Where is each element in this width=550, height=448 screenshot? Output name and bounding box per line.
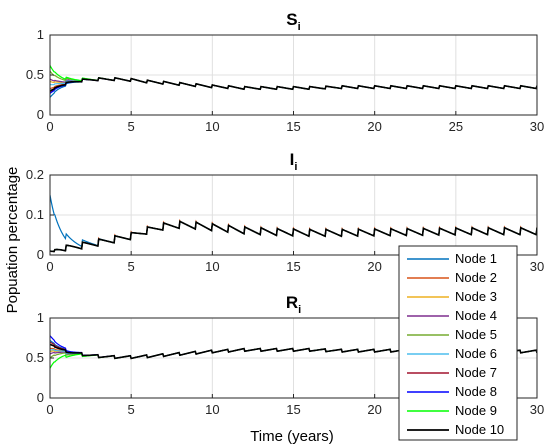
legend-label-3: Node 3 (455, 289, 497, 304)
legend-label-5: Node 5 (455, 327, 497, 342)
legend-label-1: Node 1 (455, 251, 497, 266)
x-tick-label: 0 (46, 402, 53, 417)
panel-title-main: R (286, 293, 298, 312)
y-tick-label: 1 (37, 310, 44, 325)
legend-label-6: Node 6 (455, 346, 497, 361)
panel-s: 0 5 10 15 20 25 30 0 0.5 1 Si (26, 10, 544, 134)
panel-title-subscript: i (294, 161, 297, 173)
x-tick-label: 15 (286, 119, 300, 134)
x-tick-label: 5 (128, 119, 135, 134)
panel-title-subscript: i (298, 21, 301, 33)
x-tick-label: 0 (46, 119, 53, 134)
x-tick-label: 15 (286, 402, 300, 417)
x-tick-label: 30 (530, 259, 544, 274)
legend-label-10: Node 10 (455, 422, 504, 437)
x-tick-label: 30 (530, 402, 544, 417)
y-tick-label: 1 (37, 27, 44, 42)
x-tick-label: 0 (46, 259, 53, 274)
legend-label-8: Node 8 (455, 384, 497, 399)
x-tick-label: 20 (367, 259, 381, 274)
panel-title: Si (286, 10, 300, 33)
series-group (50, 194, 537, 253)
x-tick-label: 10 (205, 402, 219, 417)
x-tick-label: 5 (128, 402, 135, 417)
legend-label-9: Node 9 (455, 403, 497, 418)
y-tick-label: 0.5 (26, 350, 44, 365)
panel-title: Ii (290, 150, 298, 173)
x-tick-label: 10 (205, 119, 219, 134)
panel-title-main: I (290, 150, 295, 169)
x-tick-label: 10 (205, 259, 219, 274)
panel-title: Ri (286, 293, 301, 316)
series-group (50, 65, 537, 98)
x-tick-label: 25 (449, 119, 463, 134)
y-axis-label: Popuation percentage (4, 167, 21, 314)
legend-label-2: Node 2 (455, 270, 497, 285)
legend-label-7: Node 7 (455, 365, 497, 380)
y-tick-label: 0.1 (26, 207, 44, 222)
legend: Node 1 Node 2 Node 3 Node 4 Node 5 Node 6 Node… (398, 245, 518, 441)
x-tick-label: 5 (128, 259, 135, 274)
x-tick-label: 20 (367, 402, 381, 417)
series-line-10 (50, 76, 537, 92)
legend-label-4: Node 4 (455, 308, 497, 323)
x-tick-label: 20 (367, 119, 381, 134)
y-tick-label: 0.5 (26, 67, 44, 82)
y-tick-label: 0.2 (26, 167, 44, 182)
series-line-10 (50, 220, 537, 253)
x-axis-label: Time (years) (250, 428, 334, 445)
panel-title-subscript: i (298, 304, 301, 316)
x-tick-label: 30 (530, 119, 544, 134)
x-tick-label: 15 (286, 259, 300, 274)
y-tick-label: 0 (37, 107, 44, 122)
panel-title-main: S (286, 10, 297, 29)
y-tick-label: 0 (37, 390, 44, 405)
y-tick-label: 0 (37, 247, 44, 262)
